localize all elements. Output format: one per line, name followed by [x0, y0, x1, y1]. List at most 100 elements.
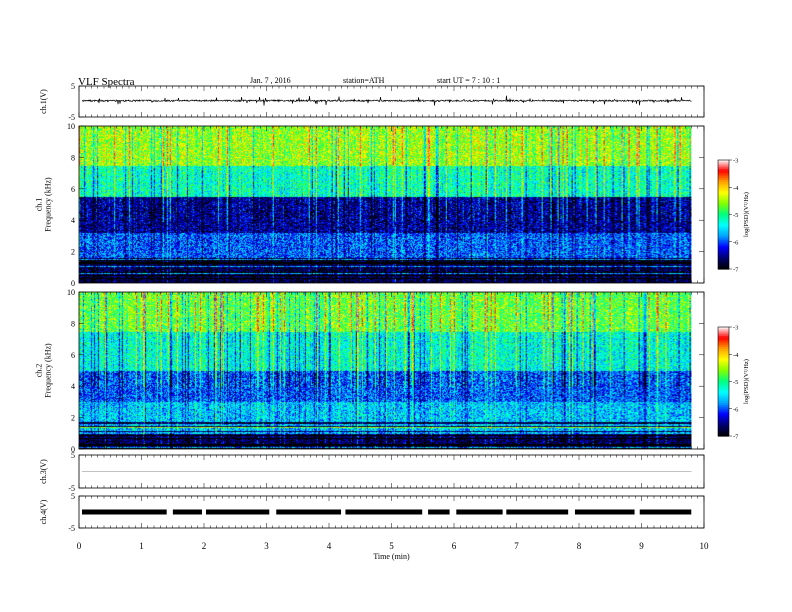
colorbar-cell [718, 190, 729, 194]
colorbar-cell [718, 198, 729, 201]
y-axis-label: ch.3(V) [39, 459, 48, 484]
y-axis-label-group: ch.1 Frequency (kHz) [35, 177, 53, 232]
colorbar-cell [718, 374, 729, 377]
colorbar-cell [718, 249, 729, 252]
colorbar-cell [718, 417, 729, 421]
colorbar-cell [718, 425, 729, 428]
colorbar-cell [718, 170, 729, 174]
colorbar-cell [718, 352, 729, 355]
colorbar-cell [718, 247, 729, 250]
x-tick-label: 10 [700, 541, 710, 551]
colorbar-label-group: log(PSD)(V²/Hz) [743, 359, 750, 404]
y-tick-label: 6 [71, 185, 75, 194]
colorbar-cell [718, 263, 729, 266]
colorbar-cell [718, 410, 729, 413]
colorbar-cell [718, 238, 729, 241]
colorbar-cell [718, 210, 729, 214]
colorbar-label-group: log(PSD)(V²/Hz) [743, 192, 750, 237]
colorbar-cell [718, 223, 729, 226]
colorbar-cell [718, 356, 729, 359]
y-axis-label-group: ch.1(V) [39, 89, 48, 114]
colorbar-cell [718, 174, 729, 177]
y-tick-label: -5 [68, 484, 75, 493]
x-tick-label: 3 [264, 541, 269, 551]
colorbar-cell [718, 348, 729, 352]
colorbar-cell [718, 408, 729, 412]
colorbar-tick-label: -3 [733, 325, 738, 332]
ch4-waveform-segment [276, 509, 342, 515]
date-label: Jan. 7 , 2016 [250, 76, 291, 85]
colorbar-cell [718, 365, 729, 368]
colorbar-label: log(PSD)(V²/Hz) [743, 359, 750, 404]
colorbar-cell [718, 430, 729, 433]
colorbar-tick-label: -7 [733, 267, 739, 274]
colorbar-cell [718, 394, 729, 397]
colorbar-cell [718, 189, 729, 192]
colorbar-cell [718, 219, 729, 223]
colorbar-cell [718, 419, 729, 423]
colorbar-cell [718, 207, 729, 210]
colorbar-cell [718, 203, 729, 207]
y-tick-label: -5 [68, 113, 75, 122]
y-axis-label: ch.1 [35, 198, 44, 212]
colorbar-cell [718, 243, 729, 246]
colorbar-cell [718, 341, 729, 344]
chart-title: VLF Spectra [78, 76, 135, 88]
colorbar-cell [718, 405, 729, 408]
colorbar-cell [718, 250, 729, 254]
y-tick-label: 5 [71, 82, 75, 91]
ch4-waveform-segment [82, 509, 167, 515]
colorbar-cell [718, 423, 729, 426]
ch4-waveform-segment [205, 509, 270, 515]
y-tick-label: 10 [67, 288, 75, 297]
x-axis-label: Time (min) [373, 552, 410, 561]
colorbar-cell [718, 183, 729, 187]
colorbar-cell [718, 221, 729, 225]
colorbar-cell [718, 160, 729, 163]
ch2-spectrogram-image [79, 292, 692, 449]
colorbar-cell [718, 209, 729, 212]
colorbar-cell [718, 185, 729, 188]
colorbar-cell [718, 163, 729, 167]
colorbar-cell [718, 256, 729, 259]
colorbar-cell [718, 241, 729, 245]
colorbar-cell [718, 336, 729, 339]
colorbar-cell [718, 357, 729, 361]
colorbar-cell [718, 172, 729, 176]
y-axis-label: ch.4(V) [39, 499, 48, 524]
colorbar-cell [718, 328, 729, 332]
colorbar-cell [718, 227, 729, 230]
y-axis-label: ch.1(V) [39, 89, 48, 114]
colorbar-cell [718, 259, 729, 263]
colorbar-cell [718, 414, 729, 417]
x-tick-label: 4 [327, 541, 332, 551]
colorbar-cell [718, 199, 729, 203]
colorbar-cell [718, 363, 729, 366]
colorbar-tick-label: -6 [733, 239, 739, 246]
colorbar-cell [718, 214, 729, 217]
colorbar-cell [718, 236, 729, 239]
x-tick-label: 2 [202, 541, 207, 551]
ch4-waveform-segment [172, 509, 202, 515]
colorbar-cell [718, 232, 729, 236]
colorbar-cell [718, 397, 729, 401]
y-tick-label: 6 [71, 351, 75, 360]
colorbar-cell [718, 192, 729, 196]
colorbar-cell [718, 230, 729, 234]
colorbar-tick-label: -4 [733, 352, 739, 359]
x-tick-label: 8 [577, 541, 582, 551]
colorbar-cell [718, 201, 729, 205]
colorbar-cell [718, 337, 729, 341]
x-tick-label: 5 [389, 541, 394, 551]
y-tick-label: 8 [71, 153, 75, 162]
y-tick-label: 4 [71, 216, 75, 225]
colorbar-cell [718, 372, 729, 375]
y-tick-label: 5 [71, 492, 75, 501]
colorbar-cell [718, 381, 729, 384]
colorbar-cell [718, 368, 729, 372]
y-axis-label-group: ch.3(V) [39, 459, 48, 484]
colorbar-cell [718, 167, 729, 170]
colorbar-cell [718, 361, 729, 364]
y-axis-label-group: ch.4(V) [39, 499, 48, 524]
